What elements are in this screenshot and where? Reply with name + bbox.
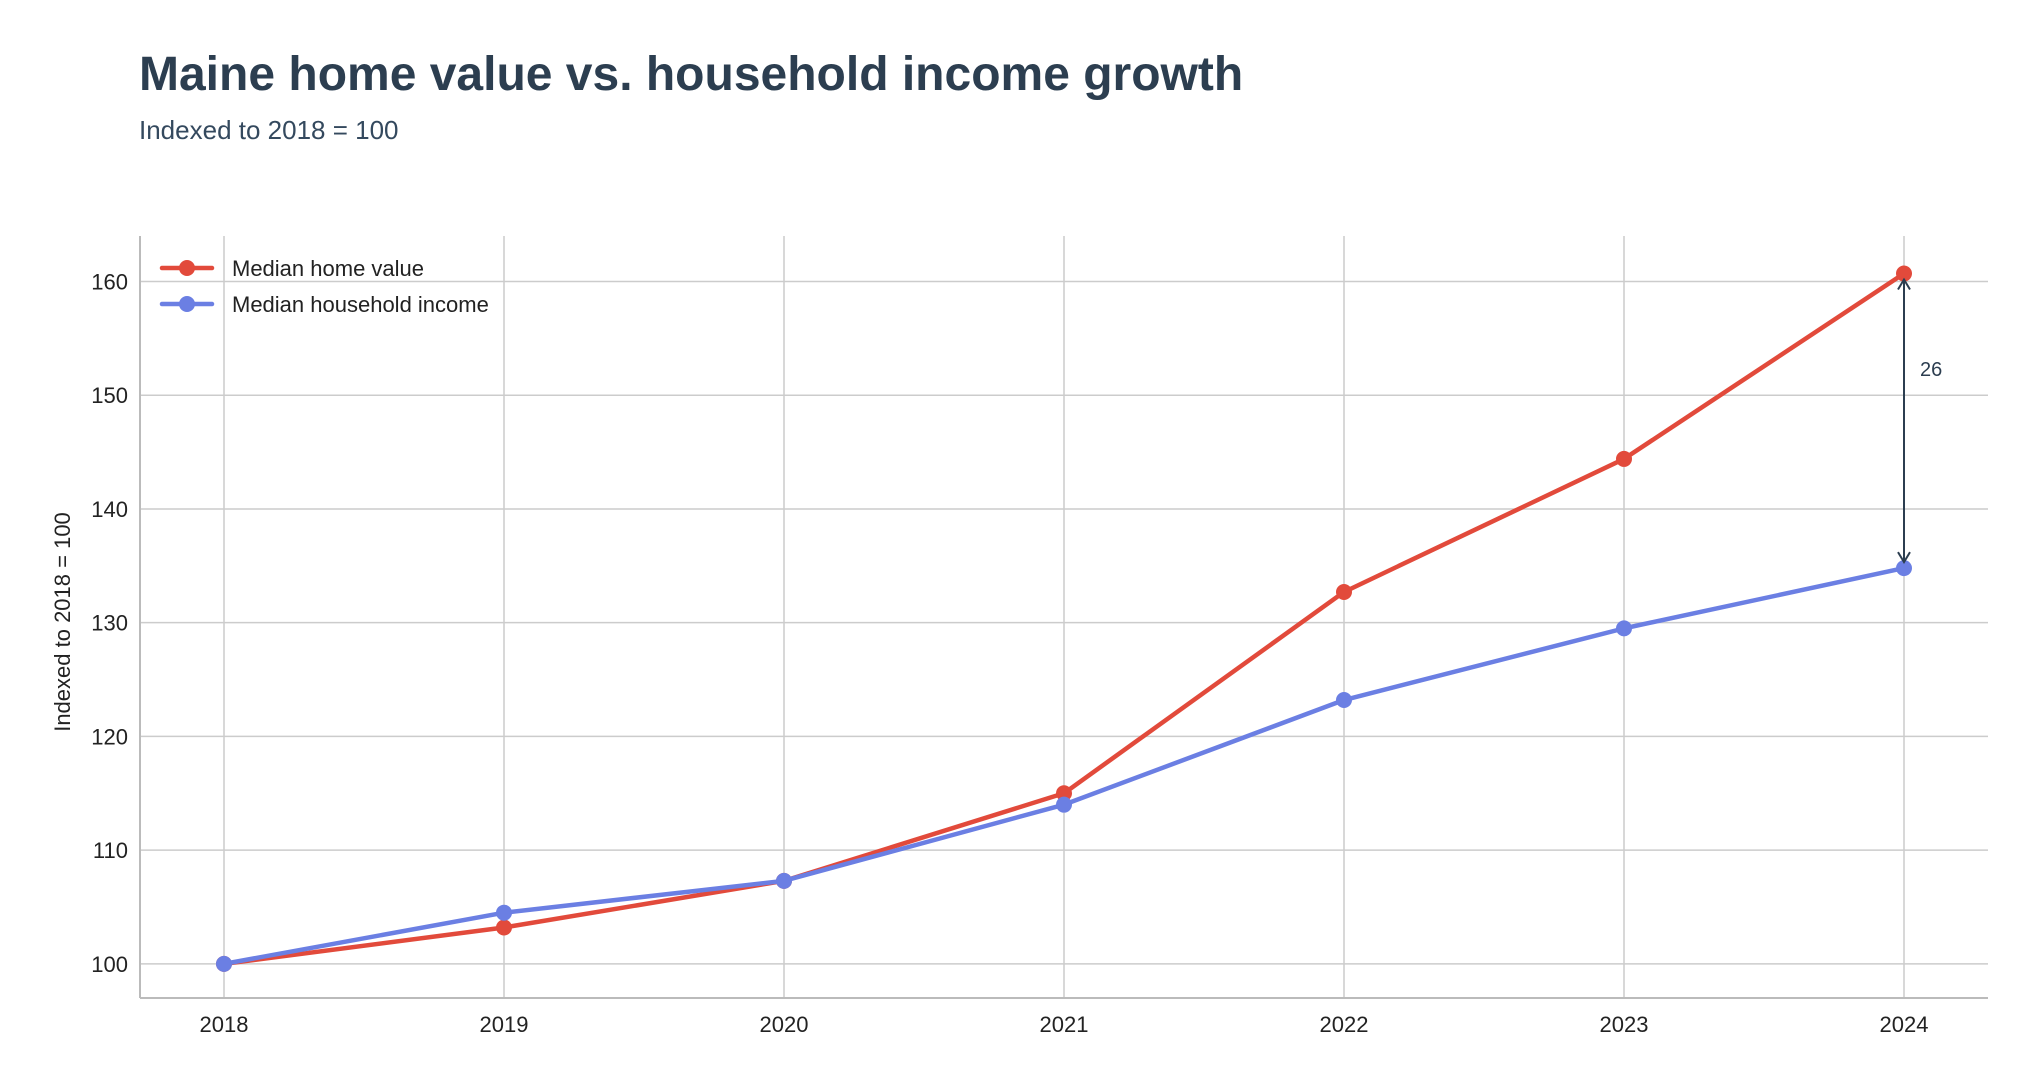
- series-1-point-2024: [1896, 560, 1912, 577]
- series-1-point-2020: [776, 872, 792, 889]
- series-1-point-2023: [1616, 620, 1632, 637]
- series-1-point-2018: [216, 955, 232, 972]
- x-tick-label-2023: 2023: [1600, 1012, 1649, 1037]
- series-0-point-2021: [1056, 785, 1072, 802]
- grid-layer: [140, 236, 1988, 998]
- series-layer: [216, 265, 1912, 972]
- y-tick-label-100: 100: [91, 952, 128, 977]
- legend-label-0: Median home value: [232, 256, 424, 281]
- annotation-layer: 26: [1897, 277, 1942, 565]
- legend-label-1: Median household income: [232, 292, 489, 317]
- x-tick-label-2022: 2022: [1320, 1012, 1369, 1037]
- chart-subtitle: Indexed to 2018 = 100: [139, 115, 399, 145]
- annotation-arrowhead-bottom: [1897, 551, 1911, 565]
- annotation-label-0: 26: [1920, 359, 1942, 381]
- series-0-point-2022: [1336, 583, 1352, 600]
- series-0-point-2023: [1616, 450, 1632, 467]
- y-tick-label-130: 130: [91, 611, 128, 636]
- legend: Median home value Median household income: [159, 256, 489, 317]
- y-tick-label-140: 140: [91, 497, 128, 522]
- y-tick-label-160: 160: [91, 269, 128, 294]
- chart-title: Maine home value vs. household income gr…: [139, 48, 1243, 101]
- series-0-point-2024: [1896, 265, 1912, 282]
- y-tick-label-120: 120: [91, 724, 128, 749]
- x-tick-label-2021: 2021: [1040, 1012, 1089, 1037]
- annotation-arrowhead-top: [1897, 277, 1911, 291]
- series-0-point-2019: [496, 919, 512, 936]
- series-1-point-2019: [496, 904, 512, 921]
- y-tick-label-110: 110: [93, 838, 128, 863]
- series-1-point-2021: [1056, 796, 1072, 813]
- y-axis-label: Indexed to 2018 = 100: [50, 512, 75, 732]
- legend-swatch-marker-0: [179, 260, 195, 276]
- x-tick-label-2019: 2019: [480, 1012, 529, 1037]
- x-tick-label-2024: 2024: [1880, 1012, 1929, 1037]
- x-tick-label-2018: 2018: [200, 1012, 249, 1037]
- axis-layer: 2018 2019 2020 2021 2022 2023 2024 100 110 120 130…: [91, 236, 1988, 1037]
- x-tick-label-2020: 2020: [760, 1012, 809, 1037]
- series-1-point-2022: [1336, 692, 1352, 709]
- y-tick-label-150: 150: [91, 383, 128, 408]
- legend-swatch-marker-1: [179, 296, 195, 312]
